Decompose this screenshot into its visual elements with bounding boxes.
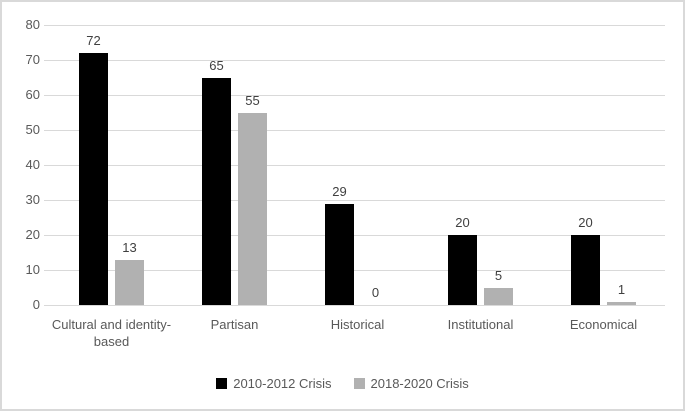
y-axis-tick-label: 10 xyxy=(25,262,40,277)
y-axis-tick-label: 0 xyxy=(32,297,40,312)
legend-label: 2010-2012 Crisis xyxy=(233,376,332,391)
gridline xyxy=(50,304,665,306)
y-axis-tick-label: 60 xyxy=(25,87,40,102)
gridline xyxy=(50,24,665,26)
bar-value-label: 72 xyxy=(86,33,101,48)
bar-value-label: 20 xyxy=(578,215,593,230)
bar-value-label: 65 xyxy=(209,57,224,73)
bar-value-label: 20 xyxy=(455,215,470,230)
gridline xyxy=(50,234,665,236)
y-axis-tick xyxy=(44,94,50,96)
bar xyxy=(325,203,354,305)
y-axis-tick xyxy=(44,164,50,166)
x-axis-category-label: Partisan xyxy=(210,317,259,332)
gridline xyxy=(50,94,665,96)
y-axis-tick xyxy=(44,199,50,201)
legend-label: 2018-2020 Crisis xyxy=(370,376,469,391)
y-axis-tick xyxy=(44,304,50,306)
y-axis-tick-label: 20 xyxy=(25,227,40,242)
bar-value-label: 55 xyxy=(245,92,260,108)
bar xyxy=(484,287,513,305)
bar xyxy=(202,77,231,305)
x-axis-category-label: Historical xyxy=(330,317,385,332)
y-axis-tick-label: 40 xyxy=(25,157,40,172)
bar-value-label: 5 xyxy=(494,267,503,283)
y-axis-tick-label: 30 xyxy=(25,192,40,207)
legend-swatch-icon xyxy=(216,378,228,389)
bar xyxy=(607,301,636,305)
bar xyxy=(571,235,600,305)
y-axis-tick-label: 50 xyxy=(25,122,40,137)
x-axis-category-label: Cultural and identity-based xyxy=(51,317,172,349)
y-axis-tick xyxy=(44,269,50,271)
bar xyxy=(448,235,477,305)
gridline xyxy=(50,269,665,271)
y-axis-tick xyxy=(44,59,50,61)
bar-value-label: 13 xyxy=(122,239,137,255)
gridline xyxy=(50,129,665,131)
bar-value-label: 1 xyxy=(617,281,626,297)
y-axis-tick xyxy=(44,129,50,131)
gridline xyxy=(50,59,665,61)
bar xyxy=(79,53,108,305)
legend-item-2018-2020-crisis: 2018-2020 Crisis xyxy=(353,376,469,391)
gridline xyxy=(50,164,665,166)
x-axis-category-label: Economical xyxy=(569,317,638,332)
y-axis-tick xyxy=(44,234,50,236)
bar xyxy=(238,112,267,305)
legend-swatch-icon xyxy=(353,378,365,389)
y-axis-tick-label: 80 xyxy=(25,17,40,32)
legend-item-2010-2012-crisis: 2010-2012 Crisis xyxy=(216,376,332,391)
bar xyxy=(115,259,144,305)
x-axis-category-label: Institutional xyxy=(447,317,514,332)
gridline xyxy=(50,199,665,201)
legend: 2010-2012 Crisis 2018-2020 Crisis xyxy=(2,376,683,391)
y-axis-tick xyxy=(44,24,50,26)
bar-value-label: 29 xyxy=(332,183,347,199)
y-axis-tick-label: 70 xyxy=(25,52,40,67)
bar-value-label: 0 xyxy=(371,285,380,300)
